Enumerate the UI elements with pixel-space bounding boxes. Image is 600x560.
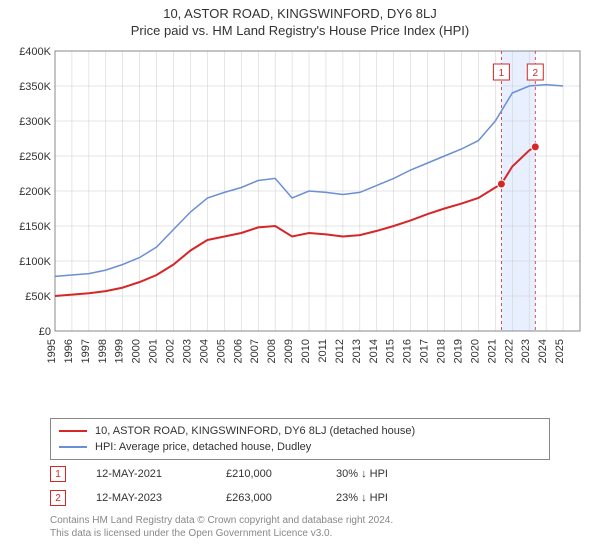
svg-text:2010: 2010 xyxy=(300,339,312,363)
legend-swatch-1 xyxy=(59,446,87,448)
svg-text:2024: 2024 xyxy=(537,339,549,363)
chart-subtitle: Price paid vs. HM Land Registry's House … xyxy=(0,23,600,38)
svg-text:2013: 2013 xyxy=(351,339,363,363)
svg-text:2008: 2008 xyxy=(266,339,278,363)
svg-text:£300K: £300K xyxy=(19,116,51,128)
svg-text:2002: 2002 xyxy=(165,339,177,363)
svg-text:2001: 2001 xyxy=(148,339,160,363)
marker-row-1: 2 12-MAY-2023 £263,000 23% ↓ HPI xyxy=(50,486,550,510)
svg-text:2000: 2000 xyxy=(131,339,143,363)
svg-text:2016: 2016 xyxy=(402,339,414,363)
svg-text:2014: 2014 xyxy=(368,339,380,363)
svg-text:£400K: £400K xyxy=(19,46,51,58)
marker-diff-1: 23% ↓ HPI xyxy=(336,492,456,504)
svg-text:2021: 2021 xyxy=(486,339,498,363)
legend-label-1: HPI: Average price, detached house, Dudl… xyxy=(95,441,311,453)
svg-text:2012: 2012 xyxy=(334,339,346,363)
license-text: Contains HM Land Registry data © Crown c… xyxy=(50,514,550,540)
marker-date-0: 12-MAY-2021 xyxy=(96,468,226,480)
svg-text:2004: 2004 xyxy=(198,339,210,363)
marker-badge-1: 2 xyxy=(50,490,66,506)
license-line-2: This data is licensed under the Open Gov… xyxy=(50,527,550,540)
chart-container: 10, ASTOR ROAD, KINGSWINFORD, DY6 8LJ Pr… xyxy=(0,0,600,560)
marker-row-0: 1 12-MAY-2021 £210,000 30% ↓ HPI xyxy=(50,462,550,486)
svg-text:2017: 2017 xyxy=(419,339,431,363)
svg-text:£350K: £350K xyxy=(19,81,51,93)
marker-diff-0: 30% ↓ HPI xyxy=(336,468,456,480)
svg-text:2015: 2015 xyxy=(385,339,397,363)
svg-text:2022: 2022 xyxy=(503,339,515,363)
chart-title: 10, ASTOR ROAD, KINGSWINFORD, DY6 8LJ xyxy=(0,6,600,21)
svg-text:1: 1 xyxy=(499,68,505,79)
svg-text:1999: 1999 xyxy=(114,339,126,363)
svg-text:£200K: £200K xyxy=(19,186,51,198)
marker-date-1: 12-MAY-2023 xyxy=(96,492,226,504)
svg-text:1995: 1995 xyxy=(46,339,58,363)
title-area: 10, ASTOR ROAD, KINGSWINFORD, DY6 8LJ Pr… xyxy=(0,0,600,38)
chart-plot: £0 £50K £100K £150K £200K £250K £300K £350K £400… xyxy=(10,46,590,376)
svg-text:2025: 2025 xyxy=(554,339,566,363)
svg-text:1997: 1997 xyxy=(80,339,92,363)
marker-price-0: £210,000 xyxy=(226,468,336,480)
svg-text:2020: 2020 xyxy=(469,339,481,363)
legend-label-0: 10, ASTOR ROAD, KINGSWINFORD, DY6 8LJ (d… xyxy=(95,425,415,437)
svg-text:£0: £0 xyxy=(39,326,51,338)
svg-text:£50K: £50K xyxy=(25,291,51,303)
svg-text:2005: 2005 xyxy=(215,339,227,363)
svg-text:2023: 2023 xyxy=(520,339,532,363)
svg-text:2011: 2011 xyxy=(317,339,329,363)
legend-item-0: 10, ASTOR ROAD, KINGSWINFORD, DY6 8LJ (d… xyxy=(59,423,541,439)
svg-text:2018: 2018 xyxy=(436,339,448,363)
svg-text:1996: 1996 xyxy=(63,339,75,363)
marker-table: 1 12-MAY-2021 £210,000 30% ↓ HPI 2 12-MA… xyxy=(50,462,550,510)
legend-item-1: HPI: Average price, detached house, Dudl… xyxy=(59,439,541,455)
license-line-1: Contains HM Land Registry data © Crown c… xyxy=(50,514,550,527)
legend-box: 10, ASTOR ROAD, KINGSWINFORD, DY6 8LJ (d… xyxy=(50,418,550,460)
svg-text:£100K: £100K xyxy=(19,256,51,268)
svg-text:2006: 2006 xyxy=(232,339,244,363)
svg-text:2: 2 xyxy=(533,68,539,79)
svg-text:1998: 1998 xyxy=(97,339,109,363)
marker-price-1: £263,000 xyxy=(226,492,336,504)
marker-badge-0: 1 xyxy=(50,466,66,482)
svg-text:2007: 2007 xyxy=(249,339,261,363)
svg-text:2019: 2019 xyxy=(452,339,464,363)
svg-text:2009: 2009 xyxy=(283,339,295,363)
svg-text:£250K: £250K xyxy=(19,151,51,163)
legend-swatch-0 xyxy=(59,430,87,432)
chart-svg: £0 £50K £100K £150K £200K £250K £300K £350K £400… xyxy=(10,46,590,376)
svg-text:£150K: £150K xyxy=(19,221,51,233)
svg-text:2003: 2003 xyxy=(181,339,193,363)
